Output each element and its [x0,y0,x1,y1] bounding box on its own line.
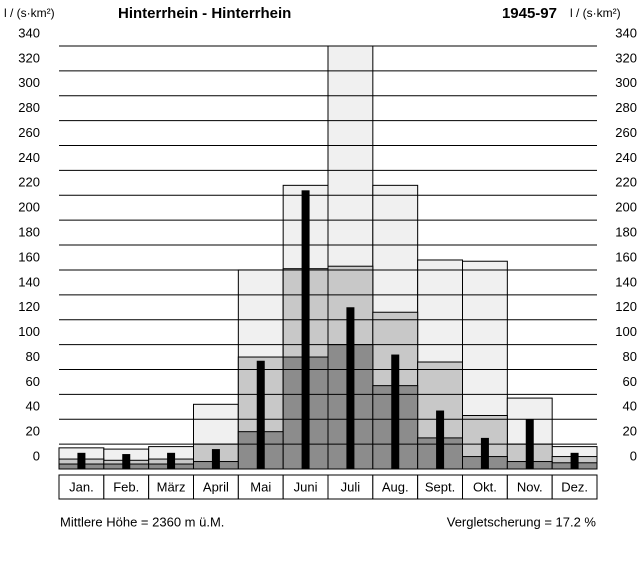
month-box [551,474,598,500]
y-tick-label: 180 [18,224,40,239]
y-tick-label: 200 [615,200,637,215]
mean-bar [525,419,534,469]
period: 1945-97 [502,5,557,22]
y-tick-label: 20 [26,424,40,439]
y-tick-label: 100 [18,324,40,339]
mean-bar [480,437,489,469]
y-tick-label: 300 [18,75,40,90]
mean-bar [391,354,400,469]
x-tick-label: Okt. [473,479,497,494]
x-tick-label: Juni [294,479,318,494]
x-tick-label: Juli [341,479,361,494]
y-tick-label: 260 [615,125,637,140]
y-tick-label: 340 [615,25,637,40]
y-tick-label: 220 [18,175,40,190]
y-axis-label-right: l / (s·km²) [570,6,621,20]
y-tick-label: 300 [615,75,637,90]
x-tick-label: April [203,479,229,494]
y-tick-label: 100 [615,324,637,339]
y-axis-label-left: l / (s·km²) [4,6,55,20]
y-tick-label: 40 [623,399,637,414]
y-tick-label: 140 [615,274,637,289]
y-tick-label: 180 [615,224,637,239]
mean-bar [211,449,220,469]
y-tick-label: 320 [18,50,40,65]
y-tick-label: 280 [615,100,637,115]
mean-bar [301,190,310,470]
y-tick-label: 140 [18,274,40,289]
month-box [372,474,419,500]
y-tick-label: 340 [18,25,40,40]
x-tick-label: Nov. [517,479,543,494]
y-tick-label: 160 [18,249,40,264]
footer-right: Vergletscherung = 17.2 % [447,514,597,529]
y-tick-label: 80 [623,349,637,364]
mean-bar [570,452,579,469]
y-tick-label: 120 [615,299,637,314]
month-box [327,474,374,500]
x-tick-label: Jan. [69,479,94,494]
x-tick-label: Aug. [382,479,409,494]
month-box [237,474,284,500]
mean-bar [346,307,355,469]
y-tick-label: 320 [615,50,637,65]
y-tick-label: 260 [18,125,40,140]
month-box [282,474,329,500]
y-tick-label: 120 [18,299,40,314]
mean-bar [122,454,131,469]
y-tick-label: 60 [26,374,40,389]
y-tick-label: 40 [26,399,40,414]
y-tick-label: 160 [615,249,637,264]
y-tick-label: 0 [33,448,40,463]
x-tick-label: März [157,479,186,494]
mean-bar [256,360,265,469]
month-box [58,474,105,500]
chart-title: Hinterrhein - Hinterrhein [118,5,291,22]
month-box [148,474,195,500]
x-tick-label: Sept. [425,479,455,494]
y-tick-label: 280 [18,100,40,115]
month-box [103,474,150,500]
mean-bar [167,452,176,469]
y-tick-label: 20 [623,424,637,439]
y-tick-label: 240 [18,150,40,165]
x-tick-label: Mai [250,479,271,494]
y-tick-label: 60 [623,374,637,389]
mean-bar [436,410,445,469]
y-tick-label: 220 [615,175,637,190]
y-tick-label: 0 [630,448,637,463]
y-tick-label: 200 [18,200,40,215]
mean-bar [77,452,86,469]
y-tick-label: 80 [26,349,40,364]
y-tick-label: 240 [615,150,637,165]
x-tick-label: Dez. [561,479,588,494]
x-tick-label: Feb. [113,479,139,494]
month-box [506,474,553,500]
footer-left: Mittlere Höhe = 2360 m ü.M. [60,514,224,529]
